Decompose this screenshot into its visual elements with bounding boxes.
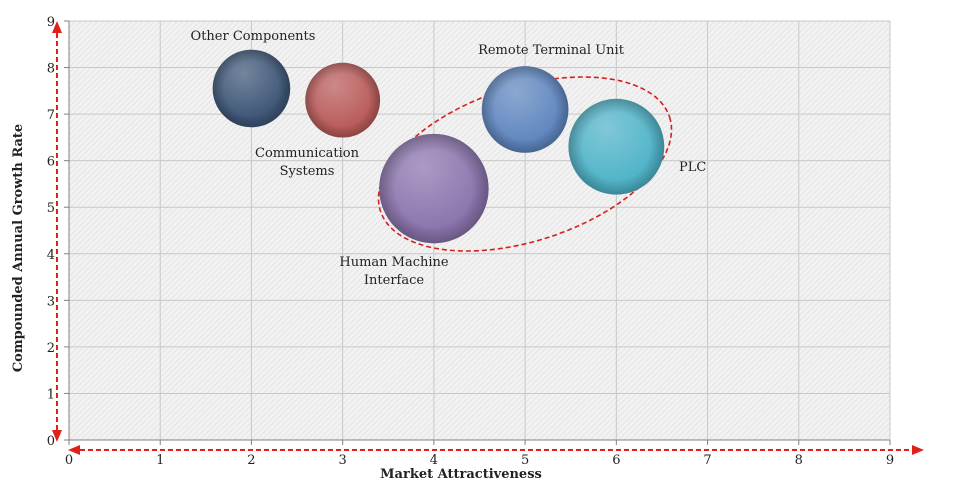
x-tick-label: 7 [703,453,711,468]
bubble-remote-terminal-unit [481,66,569,153]
bubble-label: Other Components [191,29,316,44]
bubbles [212,49,665,244]
y-tick-label: 3 [47,294,55,309]
bubble-plc [568,98,665,195]
bubble-human-machine-interface [379,133,489,244]
bubble-shade [305,62,381,138]
y-tick-label: 5 [47,201,55,216]
x-arrow-right-head [912,445,924,455]
x-tick-labels: 0 1 2 3 4 5 6 7 8 9 [65,453,894,468]
bubble-shade [379,133,489,244]
bubble-label-line: Interface [364,273,424,288]
x-tick-label: 5 [521,453,529,468]
x-tick-label: 8 [795,453,803,468]
x-tick-label: 4 [430,453,438,468]
x-axis-title: Market Attractiveness [380,467,542,482]
y-tick-label: 1 [47,387,55,402]
y-tick-label: 9 [47,15,55,30]
bubble-label: Remote Terminal Unit [478,43,625,58]
bubble-communication-systems [305,62,381,138]
plot-area [69,21,890,440]
bubble-labels: Other Components Communication Systems Remo… [191,29,707,288]
y-tick-label: 0 [47,434,55,449]
x-tick-label: 0 [65,453,73,468]
y-tick-label: 2 [47,341,55,356]
y-tick-label: 4 [47,248,55,263]
bubble-label: Communication Systems [255,146,360,179]
bubble-shade [212,49,291,128]
axes [52,20,924,455]
bubble-label-line: PLC [679,160,706,175]
y-arrow-top-head [52,21,62,33]
x-tick-label: 1 [156,453,164,468]
y-tick-label: 7 [47,108,55,123]
bubble-label-line: Systems [280,164,335,179]
x-tick-label: 2 [247,453,255,468]
bubble-label-line: Other Components [191,29,316,44]
x-tick-label: 9 [886,453,894,468]
y-axis-title: Compounded Annual Growth Rate [11,124,26,372]
bubble-shade [481,66,569,153]
bubble-shade [568,98,665,195]
bubble-other-components [212,49,291,128]
bubble-label-line: Human Machine [339,255,449,270]
y-arrow-bottom-head [52,430,62,442]
bubble-label-line: Communication [255,146,360,161]
y-tick-labels: 0 1 2 3 4 5 6 7 8 9 [47,15,55,449]
x-tick-label: 6 [612,453,620,468]
x-tick-label: 3 [339,453,347,468]
bubble-label-line: Remote Terminal Unit [478,43,625,58]
y-tick-label: 8 [47,62,55,77]
bubble-label: Human Machine Interface [339,255,449,288]
y-tick-label: 6 [47,155,55,170]
bubble-label: PLC [679,160,706,175]
x-arrow-left-head [68,445,80,455]
